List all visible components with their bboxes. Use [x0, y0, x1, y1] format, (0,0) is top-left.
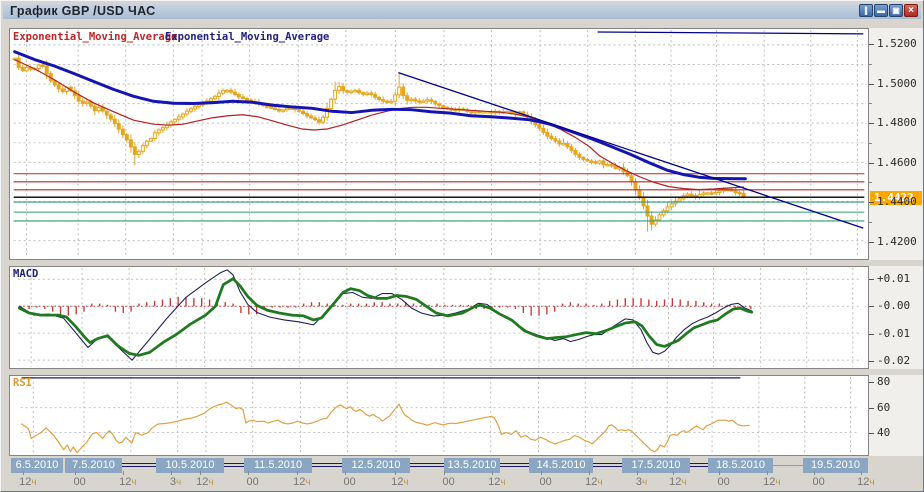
- trendlines[interactable]: [398, 31, 864, 229]
- time-label: 3ч: [635, 476, 648, 488]
- time-label: 12ч: [585, 476, 603, 488]
- macd-axis: +0.01 -0.00 -0.01 -0.02: [869, 266, 923, 369]
- window-title: График GBP /USD ЧАС: [10, 4, 156, 18]
- time-label: 00: [73, 476, 86, 488]
- date-badge: 19.5.2010: [803, 458, 868, 473]
- time-label: 12ч: [857, 476, 875, 488]
- gridlines: [20, 376, 858, 455]
- date-badge: 17.5.2010: [622, 458, 690, 473]
- window-controls: ∥ ▬ ▣ ×: [859, 4, 918, 17]
- rsi-chart-canvas[interactable]: [9, 375, 869, 456]
- date-connector: [122, 463, 156, 467]
- time-label: 12ч: [19, 476, 37, 488]
- date-connector: [224, 463, 244, 467]
- rsi-axis: 80 60 40: [869, 375, 923, 456]
- titlebar[interactable]: График GBP /USD ЧАС ∥ ▬ ▣ ×: [3, 3, 921, 19]
- macd-histogram: [20, 296, 752, 316]
- date-connector: [500, 463, 529, 467]
- date-connector: [773, 465, 803, 466]
- current-price-badge: 1.4422: [870, 191, 922, 205]
- axis-tick-label: -0.02: [877, 354, 911, 367]
- axis-tick-label: 60: [877, 401, 891, 414]
- axis-tick-label: 40: [877, 426, 891, 439]
- time-label: 12ч: [293, 476, 311, 488]
- gridlines: [13, 29, 865, 259]
- date-badge: 7.5.2010: [65, 458, 122, 473]
- date-badge: 10.5.2010: [156, 458, 224, 473]
- axis-tick-label: 1.4600: [877, 156, 917, 169]
- date-connector: [410, 463, 444, 467]
- date-badge: 6.5.2010: [11, 458, 63, 473]
- minimize-button[interactable]: ▬: [874, 4, 888, 17]
- time-label: 00: [343, 476, 356, 488]
- date-badge: 13.5.2010: [444, 458, 500, 473]
- time-label: 00: [246, 476, 259, 488]
- time-label: 12ч: [763, 476, 781, 488]
- gridlines: [18, 267, 860, 368]
- date-axis[interactable]: 6.5.2010 7.5.2010 10.5.2010 11.5.2010 12.5.2…: [1, 456, 923, 491]
- macd-chart-canvas[interactable]: [9, 266, 869, 369]
- time-label: 12ч: [391, 476, 409, 488]
- axis-tick-label: -0.00: [877, 299, 911, 312]
- axis-tick-label: 1.4400: [877, 195, 917, 208]
- price-chart-canvas[interactable]: [9, 28, 869, 260]
- axis-tick-label: 1.4200: [877, 235, 917, 248]
- pivot-levels[interactable]: [13, 173, 865, 222]
- date-badge: 18.5.2010: [708, 458, 773, 473]
- axis-tick-label: +0.01: [877, 272, 911, 285]
- time-label: 12ч: [119, 476, 137, 488]
- time-label: 00: [717, 476, 730, 488]
- date-badge: 11.5.2010: [244, 458, 312, 473]
- date-connector: [690, 463, 708, 467]
- axis-tick-label: 1.4800: [877, 116, 917, 129]
- restore-button[interactable]: ▣: [889, 4, 903, 17]
- time-label: 12ч: [669, 476, 687, 488]
- time-label: 12ч: [196, 476, 214, 488]
- axis-tick-label: 1.5200: [877, 37, 917, 50]
- time-label: 00: [539, 476, 552, 488]
- time-label: 00: [812, 476, 825, 488]
- axis-tick-label: -0.01: [877, 327, 911, 340]
- close-button[interactable]: ×: [904, 4, 918, 17]
- time-label: 3ч: [169, 476, 182, 488]
- axis-tick-label: 80: [877, 375, 891, 388]
- pin-button[interactable]: ∥: [859, 4, 873, 17]
- price-axis[interactable]: 1.4422 1.5200 1.5000 1.4800 1.4600 1.4400 1.4…: [869, 28, 923, 260]
- time-label: 12ч: [488, 476, 506, 488]
- date-connector: [312, 463, 342, 467]
- time-label: 00: [442, 476, 455, 488]
- axis-tick-label: 1.5000: [877, 77, 917, 90]
- date-badge: 12.5.2010: [342, 458, 410, 473]
- date-connector: [593, 463, 622, 467]
- date-badge: 14.5.2010: [529, 458, 593, 473]
